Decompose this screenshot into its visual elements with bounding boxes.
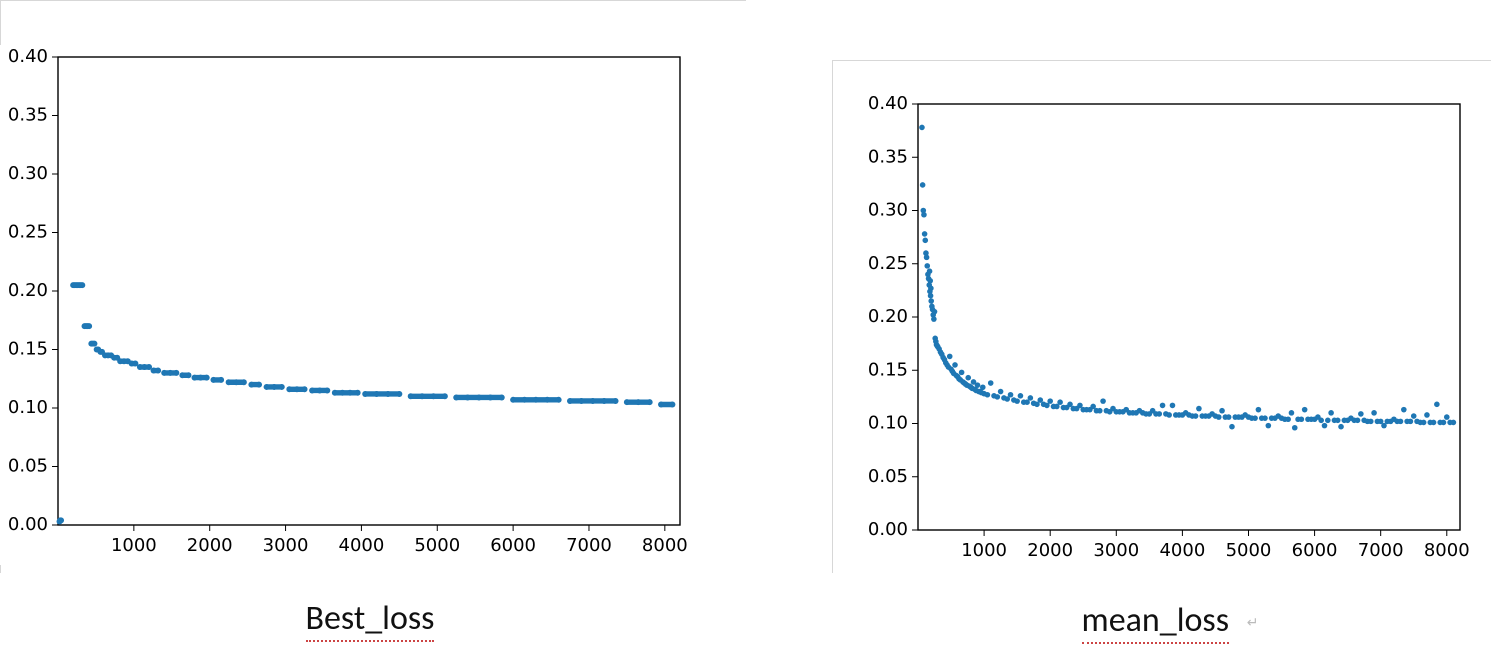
- svg-text:8000: 8000: [1424, 540, 1470, 561]
- svg-text:0.15: 0.15: [868, 359, 908, 380]
- mean-loss-chart-svg: 0.00 0.05 0.10 0.15 0.20 0.25 0.30 0.35 0.40 1000…: [860, 92, 1480, 570]
- svg-text:6000: 6000: [1292, 540, 1338, 561]
- svg-text:0.35: 0.35: [868, 146, 908, 167]
- svg-text:0.25: 0.25: [8, 222, 48, 243]
- svg-text:7000: 7000: [1358, 540, 1404, 561]
- svg-text:0.15: 0.15: [8, 339, 48, 360]
- svg-text:0.00: 0.00: [868, 519, 908, 540]
- svg-text:0.00: 0.00: [8, 514, 48, 535]
- best-loss-chart-svg: 0.00 0.05 0.10 0.15 0.20 0.25 0.30 0.35 0.40 1000…: [0, 45, 700, 565]
- svg-text:1000: 1000: [961, 540, 1007, 561]
- paragraph-mark-icon: ↵: [1247, 614, 1259, 631]
- best-loss-caption-text: Best_loss: [306, 598, 435, 642]
- page-root: 0.00 0.05 0.10 0.15 0.20 0.25 0.30 0.35 0.40 1000…: [0, 0, 1491, 654]
- svg-text:8000: 8000: [642, 535, 688, 556]
- svg-text:0.05: 0.05: [8, 456, 48, 477]
- svg-text:0.35: 0.35: [8, 105, 48, 126]
- svg-text:0.05: 0.05: [868, 466, 908, 487]
- svg-text:5000: 5000: [414, 535, 460, 556]
- svg-text:5000: 5000: [1226, 540, 1272, 561]
- best-loss-caption: Best_loss: [240, 598, 500, 639]
- svg-text:0.20: 0.20: [868, 306, 908, 327]
- svg-text:2000: 2000: [187, 535, 233, 556]
- svg-text:0.20: 0.20: [8, 280, 48, 301]
- svg-text:0.25: 0.25: [868, 253, 908, 274]
- svg-text:4000: 4000: [339, 535, 385, 556]
- svg-text:0.30: 0.30: [8, 163, 48, 184]
- svg-text:0.10: 0.10: [8, 397, 48, 418]
- best-loss-chart: 0.00 0.05 0.10 0.15 0.20 0.25 0.30 0.35 0.40 1000…: [0, 45, 700, 565]
- svg-text:3000: 3000: [263, 535, 309, 556]
- svg-text:3000: 3000: [1093, 540, 1139, 561]
- svg-text:0.30: 0.30: [868, 200, 908, 221]
- svg-text:0.40: 0.40: [8, 46, 48, 67]
- svg-text:0.10: 0.10: [868, 413, 908, 434]
- svg-text:2000: 2000: [1027, 540, 1073, 561]
- svg-text:0.40: 0.40: [868, 93, 908, 114]
- svg-text:1000: 1000: [111, 535, 157, 556]
- svg-text:7000: 7000: [566, 535, 612, 556]
- mean-loss-caption-text: mean_loss: [1082, 600, 1230, 644]
- svg-text:4000: 4000: [1159, 540, 1205, 561]
- mean-loss-caption: mean_loss ↵: [1040, 600, 1300, 641]
- svg-text:6000: 6000: [490, 535, 536, 556]
- mean-loss-chart: 0.00 0.05 0.10 0.15 0.20 0.25 0.30 0.35 0.40 1000…: [860, 92, 1480, 570]
